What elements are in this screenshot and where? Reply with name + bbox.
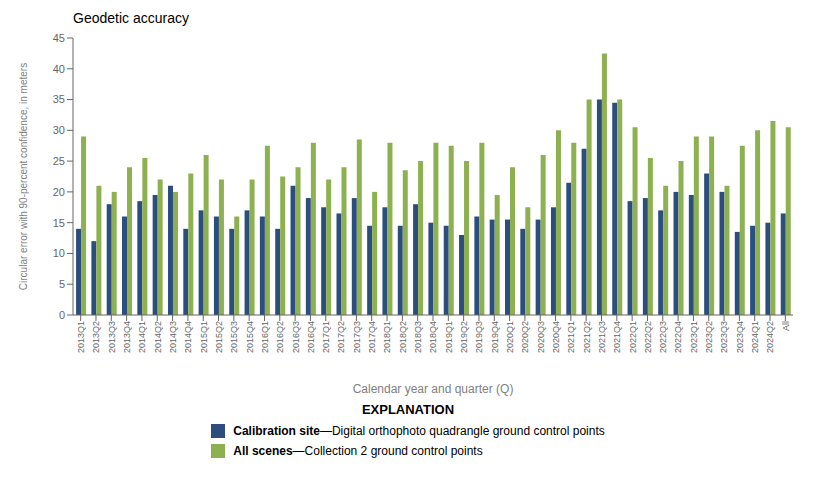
svg-text:5: 5 xyxy=(59,278,65,290)
svg-text:30: 30 xyxy=(53,124,65,136)
html-text:All scenes —Collection 2 groun: All scenes —Collection 2 ground control … xyxy=(233,444,483,458)
svg-text:2015Q1: 2015Q1 xyxy=(199,321,209,353)
svg-text:2020Q1: 2020Q1 xyxy=(505,321,515,353)
svg-text:2020Q2: 2020Q2 xyxy=(520,321,530,353)
svg-text:2014Q3: 2014Q3 xyxy=(168,321,178,353)
svg-text:2019Q4: 2019Q4 xyxy=(490,321,500,353)
svg-text:2022Q1: 2022Q1 xyxy=(628,321,638,353)
svg-text:2016Q1: 2016Q1 xyxy=(260,321,270,353)
svg-text:2014Q2: 2014Q2 xyxy=(153,321,163,353)
svg-text:2020Q3: 2020Q3 xyxy=(536,321,546,353)
svg-text:2015Q3: 2015Q3 xyxy=(229,321,239,353)
svg-text:2018Q1: 2018Q1 xyxy=(382,321,392,353)
svg-text:2016Q4: 2016Q4 xyxy=(306,321,316,353)
svg-text:2024Q1: 2024Q1 xyxy=(750,321,760,353)
svg-text:10: 10 xyxy=(53,247,65,259)
svg-text:2023Q3: 2023Q3 xyxy=(719,321,729,353)
svg-text:2021Q2: 2021Q2 xyxy=(582,321,592,353)
svg-text:2019Q2: 2019Q2 xyxy=(459,321,469,353)
svg-text:35: 35 xyxy=(53,93,65,105)
svg-text:2020Q4: 2020Q4 xyxy=(551,321,561,353)
svg-text:20: 20 xyxy=(53,186,65,198)
svg-text:2014Q1: 2014Q1 xyxy=(137,321,147,353)
svg-text:2021Q1: 2021Q1 xyxy=(566,321,576,353)
html-text:Calibration site —Digital orth: Calibration site —Digital orthophoto qua… xyxy=(233,424,605,438)
svg-text:0: 0 xyxy=(59,309,65,321)
svg-text:2019Q1: 2019Q1 xyxy=(444,321,454,353)
svg-text:2023Q4: 2023Q4 xyxy=(735,321,745,353)
svg-text:45: 45 xyxy=(53,32,65,44)
svg-text:2021Q3: 2021Q3 xyxy=(597,321,607,353)
svg-text:2018Q4: 2018Q4 xyxy=(428,321,438,353)
svg-text:2022Q3: 2022Q3 xyxy=(658,321,668,353)
svg-text:2013Q2: 2013Q2 xyxy=(91,321,101,353)
svg-text:2022Q2: 2022Q2 xyxy=(643,321,653,353)
svg-text:40: 40 xyxy=(53,63,65,75)
svg-text:2022Q4: 2022Q4 xyxy=(673,321,683,353)
svg-text:2018Q2: 2018Q2 xyxy=(398,321,408,353)
html-text:EXPLANATION: EXPLANATION xyxy=(361,402,455,417)
svg-text:All: All xyxy=(781,321,791,331)
svg-text:25: 25 xyxy=(53,155,65,167)
svg-text:2017Q3: 2017Q3 xyxy=(352,321,362,353)
svg-text:2014Q4: 2014Q4 xyxy=(183,321,193,353)
svg-text:2015Q4: 2015Q4 xyxy=(245,321,255,353)
svg-text:2017Q4: 2017Q4 xyxy=(367,321,377,353)
svg-text:2016Q2: 2016Q2 xyxy=(275,321,285,353)
svg-text:2015Q2: 2015Q2 xyxy=(214,321,224,353)
svg-text:Circular error with 90-percent: Circular error with 90-percent confidenc… xyxy=(18,63,29,290)
svg-text:2023Q2: 2023Q2 xyxy=(704,321,714,353)
svg-text:2019Q3: 2019Q3 xyxy=(474,321,484,353)
svg-text:2013Q1: 2013Q1 xyxy=(76,321,86,353)
svg-text:2017Q2: 2017Q2 xyxy=(336,321,346,353)
svg-text:2021Q4: 2021Q4 xyxy=(612,321,622,353)
svg-text:15: 15 xyxy=(53,217,65,229)
svg-text:2013Q4: 2013Q4 xyxy=(122,321,132,353)
svg-text:2013Q3: 2013Q3 xyxy=(107,321,117,353)
svg-text:2017Q1: 2017Q1 xyxy=(321,321,331,353)
svg-text:Calendar year and quarter (Q): Calendar year and quarter (Q) xyxy=(353,382,514,396)
svg-text:2016Q3: 2016Q3 xyxy=(291,321,301,353)
html-text:Geodetic accuracy: Geodetic accuracy xyxy=(73,10,189,26)
svg-text:2024Q2: 2024Q2 xyxy=(765,321,775,353)
svg-text:2023Q1: 2023Q1 xyxy=(689,321,699,353)
svg-text:2018Q3: 2018Q3 xyxy=(413,321,423,353)
